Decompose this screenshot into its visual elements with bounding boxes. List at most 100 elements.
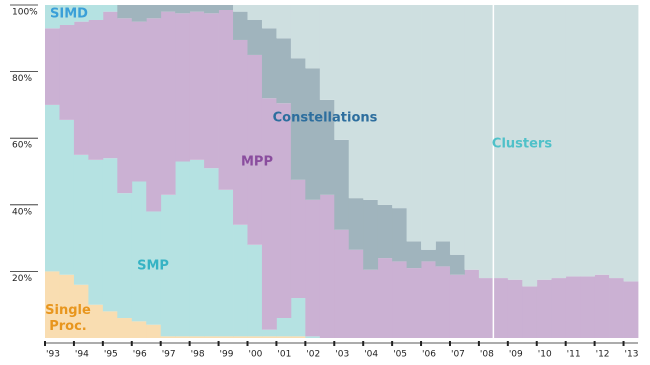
area-step bbox=[261, 28, 277, 99]
x-tick-label: '12 bbox=[596, 350, 610, 360]
area-step bbox=[233, 336, 248, 338]
area-step bbox=[189, 159, 205, 337]
area-step bbox=[45, 5, 60, 29]
area-step bbox=[247, 5, 263, 20]
x-tick-label: '13 bbox=[625, 350, 639, 360]
x-tick-label: '05 bbox=[393, 350, 407, 360]
area-step bbox=[319, 5, 335, 100]
area-step bbox=[319, 99, 335, 195]
area-step bbox=[102, 311, 118, 338]
area-step bbox=[117, 193, 133, 319]
area-step bbox=[580, 276, 596, 338]
area-step bbox=[59, 274, 75, 338]
area-step bbox=[334, 229, 350, 338]
area-step bbox=[623, 5, 639, 282]
area-step bbox=[623, 281, 639, 338]
area-step bbox=[421, 249, 436, 262]
area-step bbox=[175, 336, 191, 338]
x-tick-label: '96 bbox=[133, 350, 147, 360]
area-step bbox=[88, 5, 104, 20]
series-label: Clusters bbox=[492, 137, 552, 152]
x-tick-label: '10 bbox=[538, 350, 552, 360]
y-tick-label: 100% bbox=[12, 8, 38, 18]
area-step bbox=[131, 21, 147, 182]
area-step bbox=[189, 11, 205, 160]
area-step bbox=[146, 18, 162, 212]
area-step bbox=[59, 5, 75, 25]
area-step bbox=[290, 58, 306, 180]
series-label: SIMD bbox=[50, 7, 88, 22]
area-step bbox=[102, 5, 118, 12]
area-step bbox=[507, 279, 523, 338]
area-step bbox=[478, 278, 494, 338]
area-step bbox=[45, 271, 60, 338]
area-step bbox=[233, 11, 248, 40]
series-label: Single Proc. bbox=[45, 303, 91, 334]
area-step bbox=[478, 5, 494, 279]
area-step bbox=[189, 336, 205, 338]
area-step bbox=[233, 224, 248, 337]
area-step bbox=[247, 336, 263, 338]
area-step bbox=[218, 9, 234, 190]
area-step bbox=[392, 208, 407, 262]
area-step bbox=[435, 5, 451, 242]
area-step bbox=[160, 11, 176, 195]
area-step bbox=[204, 5, 219, 14]
area-step bbox=[73, 154, 89, 285]
area-step bbox=[131, 321, 147, 338]
area-step bbox=[160, 336, 176, 338]
x-tick-label: '01 bbox=[277, 350, 291, 360]
area-step bbox=[319, 194, 335, 338]
area-step bbox=[536, 5, 552, 280]
area-step bbox=[305, 199, 321, 337]
area-step bbox=[392, 261, 407, 338]
area-step bbox=[102, 11, 118, 159]
area-step bbox=[276, 38, 292, 104]
area-step bbox=[377, 5, 393, 205]
area-step bbox=[73, 21, 89, 155]
area-step bbox=[233, 5, 248, 12]
area-step bbox=[261, 336, 277, 338]
x-tick-label: '97 bbox=[162, 350, 176, 360]
area-step bbox=[565, 276, 581, 338]
area-step bbox=[493, 5, 509, 279]
x-tick-label: '07 bbox=[451, 350, 465, 360]
area-step bbox=[247, 244, 263, 337]
area-step bbox=[449, 274, 465, 338]
area-step bbox=[88, 159, 104, 305]
area-step bbox=[276, 5, 292, 39]
area-step bbox=[551, 278, 567, 338]
area-step bbox=[305, 5, 321, 69]
x-tick-label: '00 bbox=[248, 350, 262, 360]
area-step bbox=[146, 5, 162, 19]
area-step bbox=[88, 304, 104, 338]
area-step bbox=[580, 5, 596, 277]
area-step bbox=[73, 5, 89, 22]
area-step bbox=[449, 5, 465, 255]
area-step bbox=[435, 241, 451, 267]
area-step bbox=[146, 211, 162, 325]
area-step bbox=[421, 5, 436, 250]
x-tick-label: '94 bbox=[75, 350, 89, 360]
area-step bbox=[59, 119, 75, 275]
area-step bbox=[392, 5, 407, 209]
area-step bbox=[247, 54, 263, 245]
x-tick-label: '93 bbox=[46, 350, 60, 360]
area-step bbox=[348, 249, 364, 338]
area-step bbox=[247, 19, 263, 55]
x-tick-label: '02 bbox=[306, 350, 320, 360]
x-tick-label: '98 bbox=[191, 350, 205, 360]
area-step bbox=[435, 266, 451, 338]
area-step bbox=[334, 139, 350, 230]
area-step bbox=[507, 5, 523, 280]
area-step bbox=[551, 5, 567, 279]
area-step bbox=[102, 158, 118, 312]
area-step bbox=[160, 5, 176, 12]
area-step bbox=[522, 286, 538, 338]
area-step bbox=[377, 204, 393, 259]
area-step bbox=[88, 19, 104, 160]
area-step bbox=[276, 336, 292, 338]
area-step bbox=[189, 5, 205, 12]
x-tick-label: '06 bbox=[422, 350, 436, 360]
area-step bbox=[117, 18, 133, 194]
